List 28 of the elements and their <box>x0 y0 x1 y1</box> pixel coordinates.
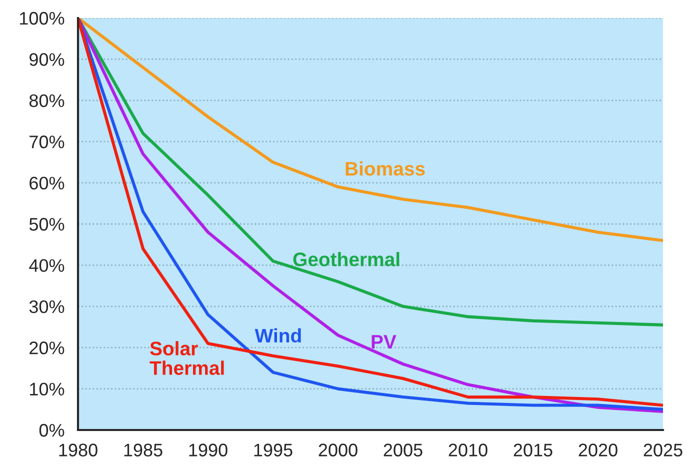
y-tick-label: 50% <box>29 218 64 231</box>
series-label: Geothermal <box>293 252 400 266</box>
series-label: Wind <box>254 328 301 343</box>
y-tick-label: 40% <box>29 259 64 272</box>
x-tick-label: 2015 <box>514 444 552 456</box>
x-tick-label: 1995 <box>254 444 292 456</box>
x-tick-label: 2005 <box>384 444 422 456</box>
y-tick-label: 100% <box>20 12 64 25</box>
x-tick-label: 1985 <box>124 444 162 456</box>
line-series <box>78 18 663 242</box>
y-tick-label: 20% <box>30 342 64 354</box>
x-tick-label: 2025 <box>644 444 682 456</box>
y-tick-label: 0% <box>39 424 64 437</box>
y-tick-label: 60% <box>30 176 64 190</box>
x-tick-label: 1980 <box>59 444 98 456</box>
x-tick-label: 2000 <box>318 444 358 456</box>
y-tick-label: 80% <box>29 94 64 108</box>
x-tick-label: 2010 <box>448 444 488 456</box>
y-tick-label: 10% <box>30 382 64 396</box>
series-label: Solar Thermal <box>150 341 224 375</box>
series-label: Biomass <box>346 161 425 176</box>
y-tick-label: 90% <box>30 53 64 66</box>
line-series <box>78 18 663 326</box>
y-tick-label: 70% <box>30 136 64 148</box>
y-tick-label: 30% <box>29 300 64 314</box>
series-label: PV <box>372 335 396 349</box>
x-tick-label: 1990 <box>189 444 228 456</box>
x-tick-label: 2020 <box>578 444 618 456</box>
